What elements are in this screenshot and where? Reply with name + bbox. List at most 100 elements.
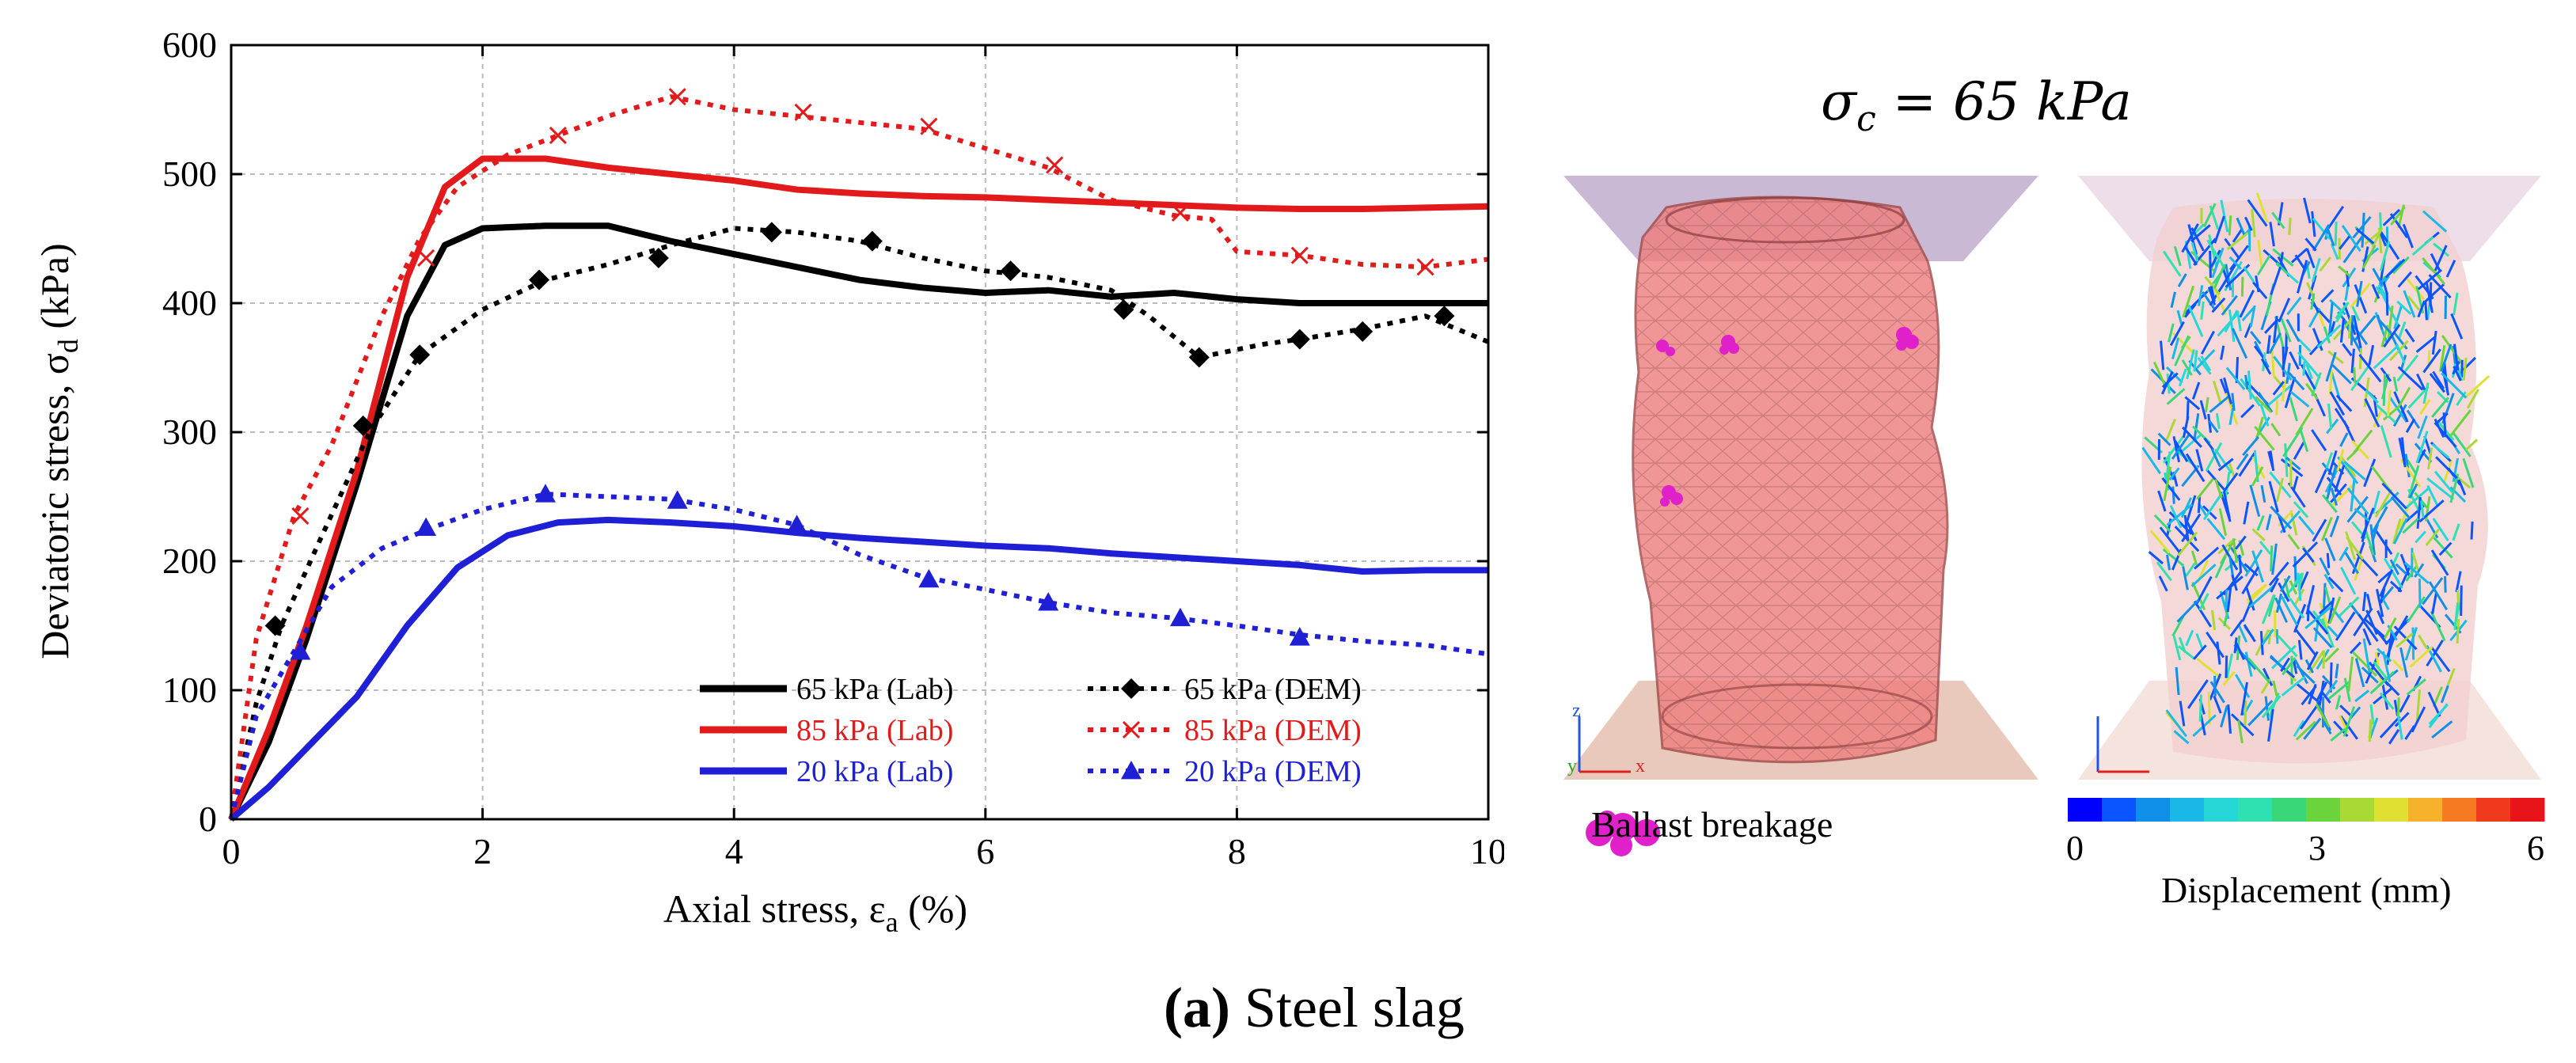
colorbar-tick-6: 6 <box>2527 829 2544 867</box>
displacement-vector <box>2339 432 2349 447</box>
series-4-marker <box>417 249 435 268</box>
displacement-vector <box>2159 526 2181 553</box>
displacement-vector <box>2326 552 2331 568</box>
displacement-vector <box>2232 538 2238 564</box>
displacement-vector <box>2264 317 2279 334</box>
displacement-vector <box>2388 729 2400 745</box>
displacement-vector <box>2171 434 2190 460</box>
displacement-vector <box>2187 679 2209 709</box>
displacement-vector <box>2335 611 2356 641</box>
displacement-vector <box>2427 691 2441 717</box>
series-line-1 <box>228 155 1489 821</box>
displacement-vector <box>2191 382 2201 400</box>
displacement-vector <box>2373 344 2399 370</box>
displacement-vector <box>2353 429 2373 454</box>
displacement-vector <box>2175 666 2180 696</box>
displacement-vector <box>2415 431 2429 464</box>
displacement-vector <box>2215 412 2221 430</box>
displacement-vector <box>2270 577 2280 593</box>
displacement-vector <box>2166 554 2171 571</box>
series-4-marker-stroke-b <box>417 249 435 268</box>
series-3-marker <box>1188 347 1210 368</box>
displacement-vector <box>2311 211 2316 237</box>
displacement-vector <box>2364 398 2380 428</box>
displacement-vector <box>2373 408 2384 428</box>
displacement-vector <box>2372 268 2384 286</box>
displacement-vector <box>2186 349 2195 380</box>
displacement-vector <box>2205 442 2223 472</box>
displacement-vector <box>2329 391 2346 416</box>
displacement-vector <box>2392 376 2399 392</box>
displacement-vector <box>2237 719 2244 744</box>
displacement-vector <box>2457 479 2467 495</box>
displacement-vector <box>2197 496 2202 514</box>
displacement-vector <box>2409 646 2434 668</box>
displacement-vector <box>2418 399 2431 416</box>
displacement-vector <box>2195 478 2214 500</box>
displacement-vector <box>2269 222 2275 247</box>
displacement-vector <box>2166 388 2186 405</box>
displacement-vector <box>2212 380 2223 405</box>
axis-y-label: y <box>1567 756 1577 776</box>
displacement-vector <box>2228 256 2242 270</box>
displacement-vector <box>2322 720 2332 735</box>
displacement-vector <box>2330 243 2339 260</box>
series-4-marker-stroke-b <box>668 88 686 106</box>
displacement-specimen <box>2078 176 2541 780</box>
displacement-vector <box>2331 363 2352 385</box>
displacement-vector <box>2387 306 2394 340</box>
displacement-vector <box>2382 208 2401 226</box>
series-5-marker <box>1169 607 1191 627</box>
displacement-vector <box>2365 389 2380 404</box>
displacement-vector <box>2289 397 2298 422</box>
displacement-vector <box>2342 233 2365 264</box>
displacement-vector <box>2311 257 2321 283</box>
displacement-vector <box>2361 526 2368 543</box>
displacement-vector <box>2193 600 2213 628</box>
displacement-vector <box>2422 283 2445 304</box>
displacement-vector <box>2214 479 2223 499</box>
displacement-vector <box>2407 596 2426 624</box>
displacement-vector <box>2312 610 2327 628</box>
displacement-vector <box>2334 408 2350 430</box>
displacement-vector <box>2403 290 2416 318</box>
series-3-marker <box>861 230 883 252</box>
displacement-vector <box>2390 495 2411 520</box>
displacement-vector <box>2406 678 2426 696</box>
displacement-vector <box>2285 318 2301 343</box>
displacement-vector <box>2293 719 2305 738</box>
displacement-vector <box>2163 466 2172 502</box>
displacement-vector <box>2284 376 2297 408</box>
y-tick-label: 400 <box>162 283 217 323</box>
displacement-vector <box>2202 203 2217 228</box>
displacement-vector <box>2190 242 2199 262</box>
displacement-vector <box>2350 348 2355 374</box>
displacement-vector <box>2298 571 2309 591</box>
displacement-vector <box>2422 577 2444 606</box>
displacement-vector <box>2417 415 2428 439</box>
displacement-vector <box>2431 591 2438 614</box>
legend-marker-4 <box>1122 720 1141 739</box>
displacement-vector <box>2243 501 2250 525</box>
displacement-vector <box>2343 678 2351 702</box>
displacement-vector <box>2251 466 2264 487</box>
displacement-vector <box>2396 354 2419 382</box>
series-4-marker <box>1416 258 1434 276</box>
displacement-vector <box>2166 373 2171 394</box>
displacement-vector <box>2195 575 2213 604</box>
displacement-vector <box>2388 396 2408 423</box>
series-5-marker <box>416 517 437 537</box>
displacement-vector <box>2289 598 2305 619</box>
displacement-vector <box>2178 645 2196 660</box>
displacement-vector <box>2281 380 2287 401</box>
series-4-marker-stroke-b <box>549 127 567 145</box>
displacement-vector <box>2200 355 2212 372</box>
displacement-vector <box>2371 227 2384 248</box>
displacement-vector <box>2304 606 2332 629</box>
displacement-vector <box>2278 298 2291 323</box>
displacement-vector <box>2382 407 2399 421</box>
displacement-vector <box>2334 465 2346 492</box>
displacement-vector <box>2340 456 2357 478</box>
